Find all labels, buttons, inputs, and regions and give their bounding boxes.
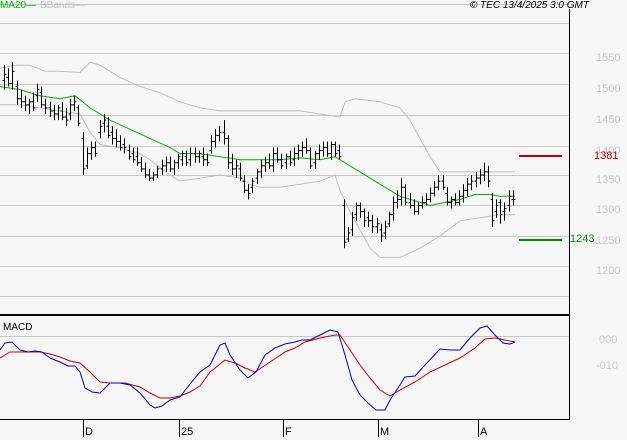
resistance-label: 1381 — [594, 150, 619, 162]
y-tick-label: 1250 — [596, 235, 621, 247]
support-resistance-lines — [519, 155, 562, 241]
bollinger-bands — [0, 61, 515, 258]
y-tick-label: 1300 — [596, 204, 621, 216]
macd-line — [0, 325, 516, 411]
bband-upper — [0, 61, 515, 173]
y-tick-label: 1450 — [596, 114, 621, 126]
signal-line — [0, 334, 516, 399]
x-tick-label: D — [85, 426, 93, 438]
macd-lines — [0, 325, 516, 411]
macd-y-tick-label: 000 — [599, 334, 618, 346]
price-grid — [0, 23, 569, 297]
bband-lower — [0, 104, 515, 258]
support-label: 1243 — [570, 233, 595, 245]
y-tick-label: 1400 — [596, 145, 621, 157]
x-tick-label: A — [480, 426, 488, 438]
y-tick-label: 1350 — [596, 174, 621, 186]
y-tick-label: 1550 — [596, 52, 621, 64]
x-tick-label: F — [285, 426, 292, 438]
copyright-timestamp: © TEC 13/4/2025 3:0 GMT — [469, 0, 589, 11]
x-tick-label: M — [380, 426, 390, 438]
y-tick-label: 1500 — [596, 83, 621, 95]
legend-bbands: BBands— — [40, 0, 86, 11]
x-tick-label: 25 — [181, 426, 194, 438]
price-bars — [2, 62, 516, 249]
macd-title: MACD — [3, 322, 33, 333]
macd-y-tick-label: -010 — [596, 360, 619, 372]
y-tick-label: 1200 — [596, 265, 621, 277]
chart-frame — [0, 4, 570, 437]
legend-ma20: MA20— — [0, 0, 37, 11]
